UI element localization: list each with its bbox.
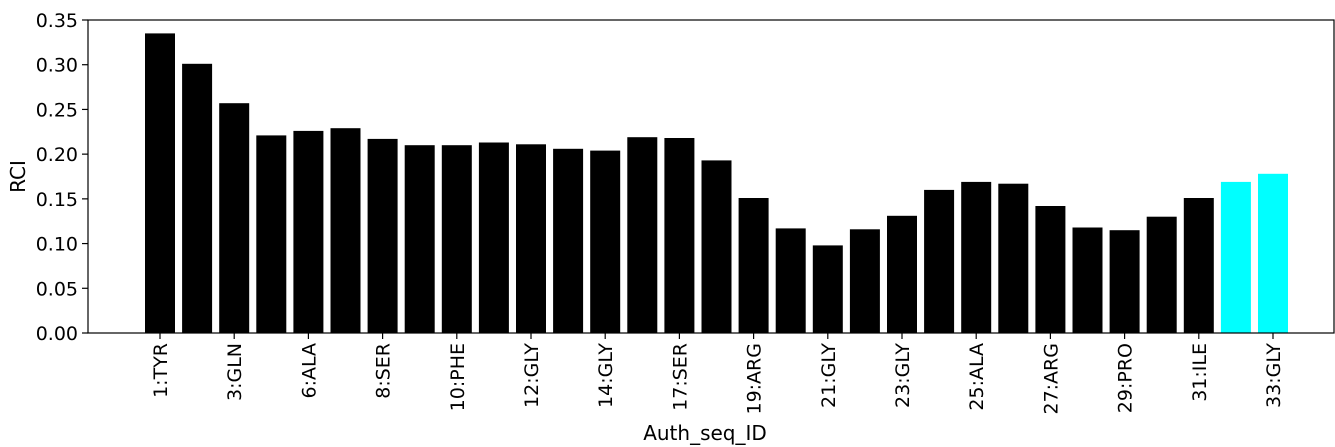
x-tick-label: 19:ARG [744, 343, 766, 415]
x-tick-label: 1:TYR [150, 343, 172, 398]
bars-group [145, 33, 1288, 334]
bar-25:ALA [961, 181, 992, 333]
x-axis-ticks: 1:TYR 3:GLN 6:ALA 8:SER 10:PHE 12:GLY 14:GLY 17… [150, 333, 1285, 415]
x-tick-label: 3:GLN [224, 343, 246, 401]
bar-32 [1220, 181, 1251, 333]
bar-10:PHE [441, 145, 472, 333]
y-tick-label: 0.00 [36, 323, 78, 345]
x-tick-label: 21:GLY [818, 343, 840, 408]
bar-22 [849, 229, 880, 333]
x-tick-label: 8:SER [373, 343, 395, 399]
x-tick-label: 27:ARG [1040, 343, 1062, 415]
x-tick-label: 29:PRO [1115, 343, 1137, 413]
bar-6:ALA [293, 130, 324, 333]
bar-11 [478, 142, 509, 333]
bar-27:ARG [1035, 206, 1066, 333]
bar-26 [998, 183, 1029, 333]
bar-30 [1146, 216, 1177, 333]
bar-9 [404, 145, 435, 333]
x-tick-label: 14:GLY [595, 343, 617, 408]
y-tick-label: 0.05 [36, 278, 78, 300]
x-tick-label: 10:PHE [447, 343, 469, 411]
bar-23:GLY [887, 215, 917, 333]
bar-31:ILE [1183, 198, 1214, 333]
y-tick-label: 0.15 [36, 189, 78, 211]
bar-16 [627, 137, 658, 333]
bar-21:GLY [812, 245, 843, 333]
y-tick-label: 0.35 [36, 10, 78, 32]
x-tick-label: 33:GLY [1263, 343, 1285, 408]
bar-7 [330, 128, 361, 333]
x-tick-label: 17:SER [669, 343, 691, 411]
bar-1:TYR [145, 33, 175, 334]
y-tick-label: 0.25 [36, 99, 78, 121]
bar-8:SER [367, 138, 398, 333]
x-tick-label: 31:ILE [1189, 343, 1211, 402]
x-tick-label: 23:GLY [892, 343, 914, 408]
y-tick-label: 0.20 [36, 144, 78, 166]
bar-20 [775, 228, 806, 333]
plot-frame [87, 19, 1335, 334]
bar-12:GLY [516, 144, 546, 333]
bar-18 [701, 160, 732, 333]
bar-14:GLY [590, 150, 621, 333]
bar-17:SER [664, 138, 695, 333]
x-tick-label: 6:ALA [298, 343, 320, 399]
y-axis-ticks: 0.00 0.05 0.10 0.15 0.20 0.25 0.30 0.35 [36, 10, 88, 345]
y-axis-label: RCI [6, 160, 30, 193]
bar-3:GLN [219, 103, 250, 333]
bar-13 [553, 148, 584, 333]
bar-29:PRO [1109, 230, 1140, 333]
bar-5 [256, 135, 287, 333]
y-tick-label: 0.30 [36, 55, 78, 77]
bar-28 [1072, 227, 1103, 333]
bar-24 [924, 189, 955, 333]
bar-2 [182, 63, 213, 334]
x-axis-label: Auth_seq_ID [643, 421, 767, 445]
y-tick-label: 0.10 [36, 234, 78, 256]
x-tick-label: 12:GLY [521, 343, 543, 408]
x-tick-label: 25:ALA [966, 343, 988, 411]
bar-19:ARG [738, 198, 769, 333]
bar-33:GLY [1258, 173, 1288, 333]
